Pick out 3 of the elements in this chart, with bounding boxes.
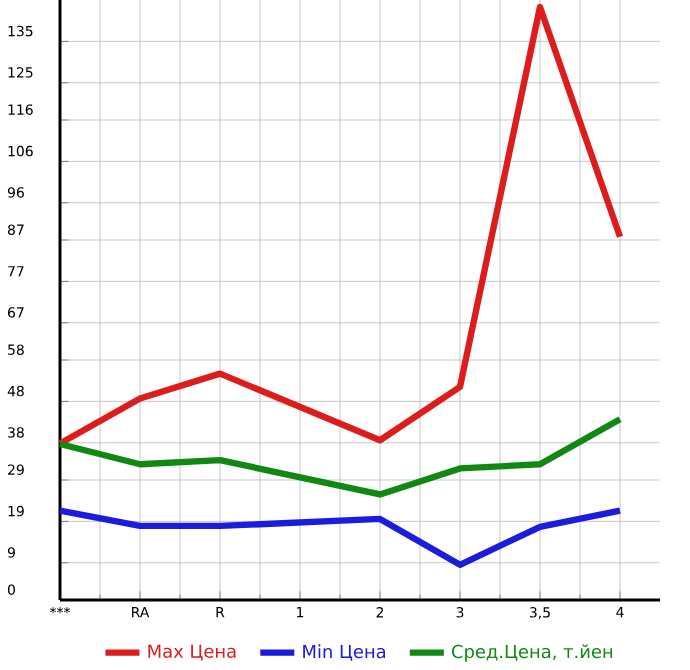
legend-label: Max Цена	[148, 644, 236, 661]
legend-label: Min Цена	[303, 644, 386, 661]
legend-label: Сред.Цена, т.йен	[452, 644, 613, 662]
